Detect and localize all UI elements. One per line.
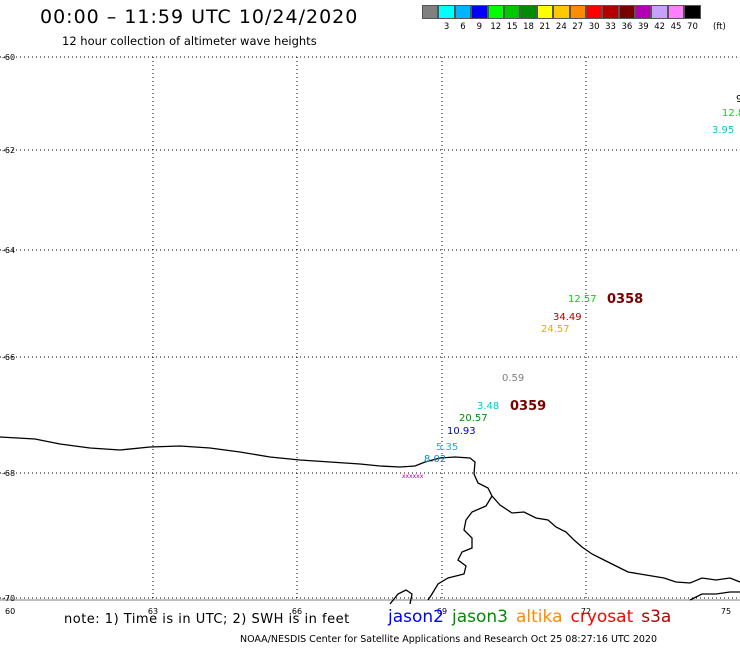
- legend-swatch: [454, 5, 472, 19]
- legend-swatch: [487, 5, 504, 19]
- legend-swatch: [651, 5, 668, 19]
- latitude-label: -64: [2, 246, 15, 255]
- wave-height-label: 34.49: [553, 312, 582, 323]
- legend-label: 45: [670, 22, 682, 32]
- legend-swatch: [618, 5, 636, 19]
- legend-label: 33: [605, 22, 616, 32]
- legend-swatch: [602, 5, 619, 19]
- satellite-name: jason3: [452, 607, 508, 627]
- legend-label: 3: [443, 22, 450, 32]
- track-marker: xxxxxx: [402, 473, 424, 480]
- coastline-south: [389, 589, 413, 605]
- longitude-label: 69: [437, 607, 447, 616]
- latitude-label: -66: [2, 353, 15, 362]
- legend-unit: (ft): [713, 22, 726, 32]
- legend-swatch: [667, 5, 685, 19]
- latitude-label: -68: [2, 469, 15, 478]
- legend-label: 18: [523, 22, 534, 32]
- longitude-label: 75: [721, 607, 731, 616]
- wave-height-label: 9: [736, 94, 740, 105]
- longitude-label: 72: [581, 607, 591, 616]
- coastline-sw: [689, 591, 740, 601]
- legend-label: 27: [572, 22, 584, 32]
- longitude-label: 60: [5, 607, 15, 616]
- satellite-name: s3a: [641, 607, 672, 627]
- legend-swatch: [438, 5, 455, 19]
- legend-label: 15: [506, 22, 518, 32]
- credit-line: NOAA/NESDIS Center for Satellite Applica…: [240, 634, 657, 645]
- legend-labels: 3 6 9 12 15 18 21 24 27 30 33 36 39 42 45 70: [422, 22, 701, 32]
- legend-label: 36: [621, 22, 633, 32]
- wave-height-label: 24.57: [541, 324, 570, 335]
- legend-label: 70: [687, 22, 698, 32]
- legend-swatch: [585, 5, 603, 19]
- wave-height-label: 5.35: [436, 442, 458, 453]
- wave-height-label: 20.57: [459, 413, 488, 424]
- antarctic-coastline: [0, 436, 740, 584]
- legend-label: 30: [588, 22, 600, 32]
- legend-label: 24: [555, 22, 567, 32]
- satellite-name: altika: [516, 607, 563, 627]
- map-grid: 60 63 66 69 72 75 -60 -62 -64 -66 -68 -70: [0, 53, 740, 616]
- satellite-name: cryosat: [570, 607, 634, 627]
- legend-label: 12: [490, 22, 502, 32]
- wave-height-label: 12.57: [568, 294, 597, 305]
- wave-height-label: 8.02: [424, 454, 446, 465]
- legend-swatch: [569, 5, 586, 19]
- page-subtitle: 12 hour collection of altimeter wave hei…: [62, 34, 317, 48]
- wave-height-label: 3.95: [712, 125, 734, 136]
- time-label: 0358: [607, 292, 643, 307]
- legend-label: 42: [654, 22, 666, 32]
- legend-swatch: [503, 5, 521, 19]
- legend-label: 21: [539, 22, 551, 32]
- legend-label: 39: [637, 22, 649, 32]
- latitude-label: -60: [2, 53, 15, 62]
- coastline: [0, 436, 740, 605]
- legend-swatch: [635, 5, 652, 19]
- coastline-inlet: [427, 495, 493, 601]
- satellite-name: jason2: [388, 607, 444, 627]
- legend-swatch: [536, 5, 554, 19]
- wave-height-label: 3.48: [477, 401, 499, 412]
- legend-swatch: [684, 5, 701, 19]
- longitude-label: 66: [292, 607, 302, 616]
- legend-swatch: [422, 5, 439, 19]
- color-legend: [422, 5, 701, 19]
- legend-swatch: [520, 5, 537, 19]
- longitude-label: 63: [148, 607, 158, 616]
- page-title: 00:00 – 11:59 UTC 10/24/2020: [40, 6, 359, 28]
- legend-swatch: [471, 5, 488, 19]
- legend-label: 9: [476, 22, 483, 32]
- latitude-label: -62: [2, 146, 15, 155]
- footer-note: note: 1) Time is in UTC; 2) SWH is in fe…: [64, 612, 350, 627]
- wave-height-label: 10.93: [447, 426, 476, 437]
- wave-height-label: 0.59: [502, 373, 524, 384]
- satellite-legend: jason2 jason3 altika cryosat s3a: [388, 607, 679, 627]
- legend-swatch: [553, 5, 570, 19]
- legend-label: 6: [460, 22, 466, 32]
- time-label: 0359: [510, 399, 546, 414]
- latitude-label: -70: [2, 594, 15, 603]
- wave-height-label: 12.8: [722, 108, 740, 119]
